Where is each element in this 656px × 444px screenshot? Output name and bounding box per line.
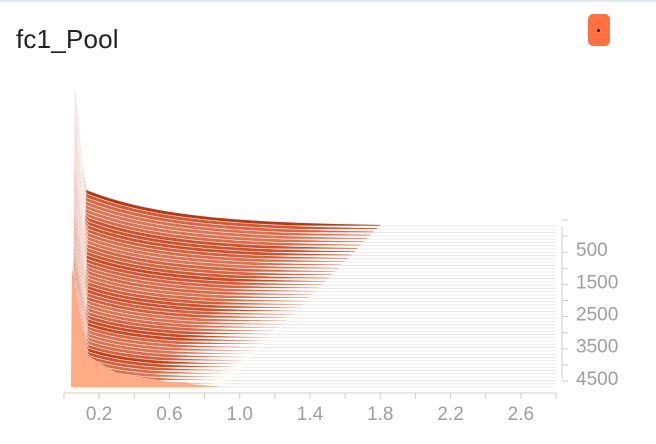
x-tick-label: 0.6 bbox=[156, 404, 182, 425]
x-tick-label: 1.8 bbox=[367, 404, 393, 425]
histogram-axes: 0.2 0.6 1.0 1.4 1.8 2.2 2.6 500 1500 2500 3500 4500 bbox=[63, 219, 618, 425]
x-tick-label: 1.4 bbox=[297, 404, 324, 425]
x-tick-label: 0.2 bbox=[86, 404, 112, 425]
step-tick-label: 1500 bbox=[576, 272, 618, 293]
x-tick-label: 2.6 bbox=[508, 404, 534, 425]
step-tick-label: 2500 bbox=[576, 305, 618, 326]
histogram-front-slice bbox=[71, 267, 223, 387]
histogram-slices bbox=[70, 87, 556, 388]
top-divider bbox=[0, 0, 656, 2]
color-chip-button[interactable] bbox=[588, 14, 610, 46]
step-tick-label: 4500 bbox=[576, 369, 618, 390]
dot-icon bbox=[597, 29, 600, 32]
x-tick-label: 1.0 bbox=[227, 404, 253, 425]
x-tick-label: 2.2 bbox=[437, 404, 463, 425]
step-tick-label: 500 bbox=[576, 240, 608, 261]
chart-title: fc1_Pool bbox=[16, 24, 119, 54]
step-tick-label: 3500 bbox=[576, 337, 618, 358]
